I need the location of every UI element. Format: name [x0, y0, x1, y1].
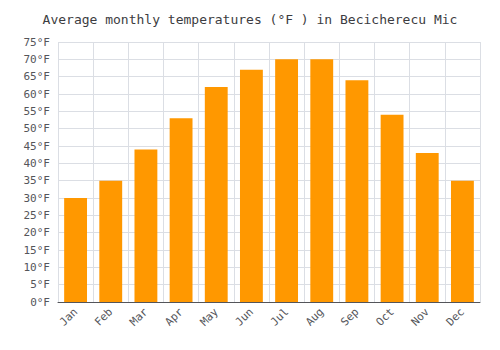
- svg-text:Jan: Jan: [57, 305, 80, 328]
- svg-text:25°F: 25°F: [24, 209, 51, 222]
- svg-text:5°F: 5°F: [30, 278, 50, 291]
- svg-text:Sep: Sep: [338, 305, 361, 328]
- svg-text:May: May: [198, 305, 221, 328]
- svg-text:Feb: Feb: [92, 305, 115, 328]
- svg-text:Mar: Mar: [127, 305, 150, 328]
- svg-text:75°F: 75°F: [24, 36, 51, 49]
- svg-text:Apr: Apr: [162, 305, 185, 328]
- svg-text:30°F: 30°F: [24, 192, 51, 205]
- svg-text:Jun: Jun: [233, 305, 256, 328]
- svg-text:15°F: 15°F: [24, 244, 51, 257]
- svg-text:Nov: Nov: [409, 305, 432, 328]
- svg-text:Oct: Oct: [373, 305, 396, 328]
- svg-text:35°F: 35°F: [24, 174, 51, 187]
- svg-text:40°F: 40°F: [24, 157, 51, 170]
- svg-text:45°F: 45°F: [24, 140, 51, 153]
- svg-text:Jul: Jul: [268, 305, 291, 328]
- svg-text:Dec: Dec: [444, 305, 467, 328]
- svg-text:55°F: 55°F: [24, 105, 51, 118]
- svg-text:Average monthly temperatures (: Average monthly temperatures (°F ) in Be…: [43, 12, 458, 27]
- svg-text:65°F: 65°F: [24, 70, 51, 83]
- svg-text:20°F: 20°F: [24, 226, 51, 239]
- svg-text:60°F: 60°F: [24, 88, 51, 101]
- svg-text:Aug: Aug: [303, 305, 326, 328]
- svg-text:70°F: 70°F: [24, 53, 51, 66]
- svg-text:50°F: 50°F: [24, 122, 51, 135]
- svg-text:0°F: 0°F: [30, 296, 50, 309]
- svg-text:10°F: 10°F: [24, 261, 51, 274]
